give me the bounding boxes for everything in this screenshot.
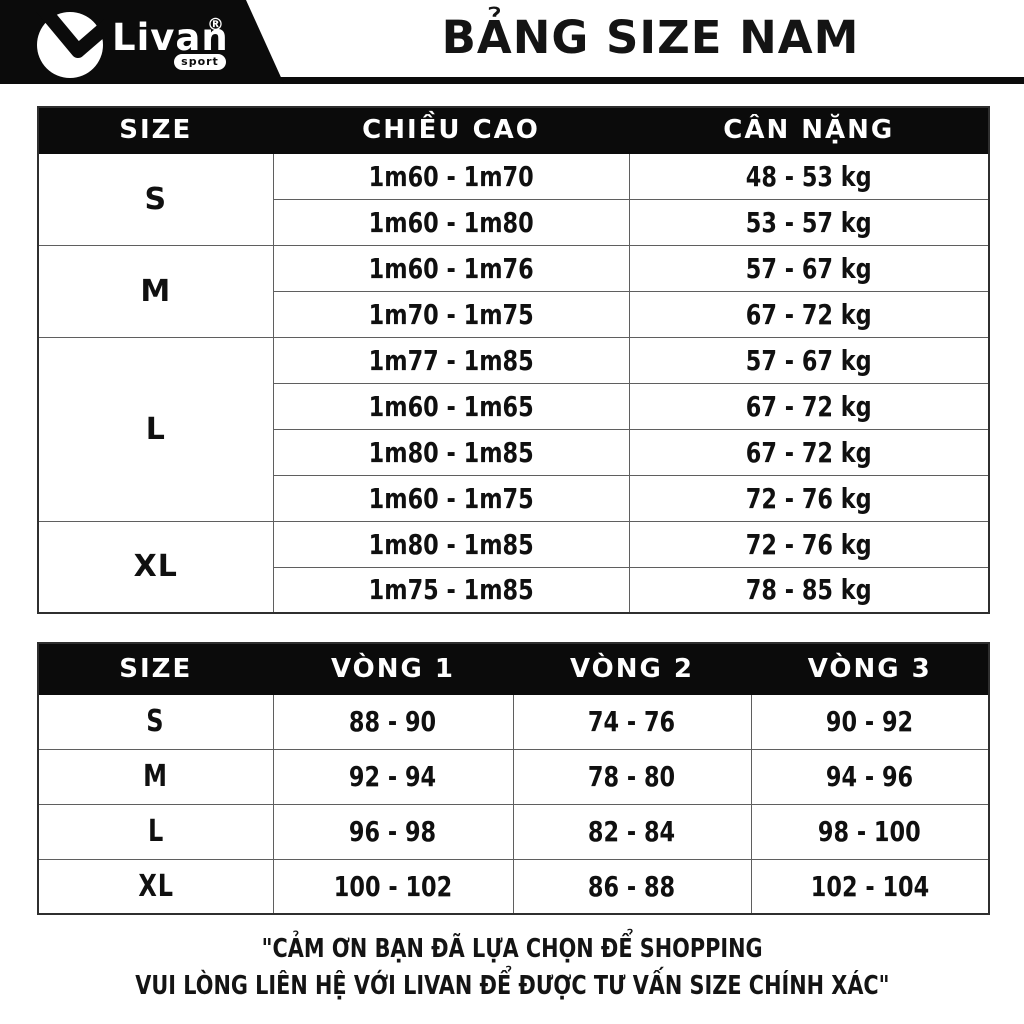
size-label-s: S xyxy=(37,152,274,246)
height-range: 1m60 - 1m76 xyxy=(272,244,630,292)
table-row: XL 100 - 102 86 - 88 102 - 104 xyxy=(37,858,990,915)
table-row: 1m60 - 1m75 72 - 76 kg xyxy=(38,474,990,522)
size-label-m: M xyxy=(37,244,274,338)
height-range: 1m60 - 1m75 xyxy=(272,474,630,522)
height-range: 1m77 - 1m85 xyxy=(272,336,630,384)
weight-range: 72 - 76 kg xyxy=(628,520,990,568)
header-divider xyxy=(0,77,1024,84)
footer-note: "CẢM ƠN BẠN ĐÃ LỰA CHỌN ĐỂ SHOPPING VUI … xyxy=(0,931,1024,1005)
table-row: 1m70 - 1m75 67 - 72 kg xyxy=(38,290,990,338)
table-row: 1m75 - 1m85 78 - 85 kg xyxy=(38,566,990,614)
footer-line-2: VUI LÒNG LIÊN HỆ VỚI LIVAN ĐỂ ĐƯỢC TƯ VẤ… xyxy=(134,971,890,1001)
height-range: 1m70 - 1m75 xyxy=(272,290,630,338)
page-title: BẢNG SIZE NAM xyxy=(441,11,860,64)
weight-range: 67 - 72 kg xyxy=(628,428,990,476)
size-label-l: L xyxy=(37,336,274,522)
height-range: 1m60 - 1m80 xyxy=(272,198,630,246)
vong3-range: 98 - 100 xyxy=(750,803,990,860)
weight-range: 67 - 72 kg xyxy=(628,290,990,338)
vong2-range: 78 - 80 xyxy=(512,748,752,805)
height-range: 1m60 - 1m70 xyxy=(272,152,630,200)
height-range: 1m60 - 1m65 xyxy=(272,382,630,430)
weight-range: 57 - 67 kg xyxy=(628,244,990,292)
brand-logo: Livan ® sport xyxy=(0,0,284,84)
livan-logo-icon xyxy=(36,11,104,78)
col-header-size: SIZE xyxy=(37,106,274,154)
vong3-range: 102 - 104 xyxy=(750,858,990,915)
col-header-vong1: VÒNG 1 xyxy=(272,642,514,695)
vong1-range: 100 - 102 xyxy=(272,858,514,915)
weight-range: 72 - 76 kg xyxy=(628,474,990,522)
registered-trademark-icon: ® xyxy=(207,15,224,35)
measurements-table: SIZE VÒNG 1 VÒNG 2 VÒNG 3 S 88 - 90 74 -… xyxy=(37,642,990,915)
table-row: L 96 - 98 82 - 84 98 - 100 xyxy=(37,803,990,860)
col-header-vong3: VÒNG 3 xyxy=(750,642,990,695)
brand-name: Livan xyxy=(112,16,229,59)
weight-range: 78 - 85 kg xyxy=(628,566,990,614)
table-header-row: SIZE VÒNG 1 VÒNG 2 VÒNG 3 xyxy=(37,642,990,695)
col-header-weight: CÂN NẶNG xyxy=(628,106,990,154)
height-range: 1m75 - 1m85 xyxy=(272,566,630,614)
table-row: 1m60 - 1m65 67 - 72 kg xyxy=(38,382,990,430)
table-row: M 92 - 94 78 - 80 94 - 96 xyxy=(37,748,990,805)
vong2-range: 74 - 76 xyxy=(512,693,752,750)
weight-range: 67 - 72 kg xyxy=(628,382,990,430)
weight-range: 53 - 57 kg xyxy=(628,198,990,246)
vong1-range: 96 - 98 xyxy=(272,803,514,860)
weight-range: 48 - 53 kg xyxy=(628,152,990,200)
table-row: M 1m60 - 1m76 57 - 67 kg xyxy=(37,244,990,338)
height-weight-table: SIZE CHIỀU CAO CÂN NẶNG S 1m60 - 1m70 48… xyxy=(37,106,990,614)
size-label-l: L xyxy=(37,803,274,860)
vong2-range: 86 - 88 xyxy=(512,858,752,915)
weight-range: 57 - 67 kg xyxy=(628,336,990,384)
table-row: S 88 - 90 74 - 76 90 - 92 xyxy=(37,693,990,750)
size-label-s: S xyxy=(37,693,274,750)
table-row: XL 1m80 - 1m85 72 - 76 kg xyxy=(37,520,990,614)
vong1-range: 88 - 90 xyxy=(272,693,514,750)
brand-sub-label: sport xyxy=(174,54,226,70)
vong2-range: 82 - 84 xyxy=(512,803,752,860)
col-header-size: SIZE xyxy=(37,642,274,695)
size-label-m: M xyxy=(37,748,274,805)
size-label-xl: XL xyxy=(37,520,274,614)
height-range: 1m80 - 1m85 xyxy=(272,520,630,568)
col-header-height: CHIỀU CAO xyxy=(272,106,630,154)
table-row: S 1m60 - 1m70 48 - 53 kg xyxy=(37,152,990,246)
size-label-xl: XL xyxy=(37,858,274,915)
vong3-range: 90 - 92 xyxy=(750,693,990,750)
table-row: 1m80 - 1m85 67 - 72 kg xyxy=(38,428,990,476)
vong1-range: 92 - 94 xyxy=(272,748,514,805)
table-row: L 1m77 - 1m85 57 - 67 kg xyxy=(37,336,990,522)
table-row: 1m60 - 1m80 53 - 57 kg xyxy=(38,198,990,246)
footer-line-1: "CẢM ƠN BẠN ĐÃ LỰA CHỌN ĐỂ SHOPPING xyxy=(261,934,763,964)
height-range: 1m80 - 1m85 xyxy=(272,428,630,476)
col-header-vong2: VÒNG 2 xyxy=(512,642,752,695)
table-header-row: SIZE CHIỀU CAO CÂN NẶNG xyxy=(37,106,990,154)
vong3-range: 94 - 96 xyxy=(750,748,990,805)
